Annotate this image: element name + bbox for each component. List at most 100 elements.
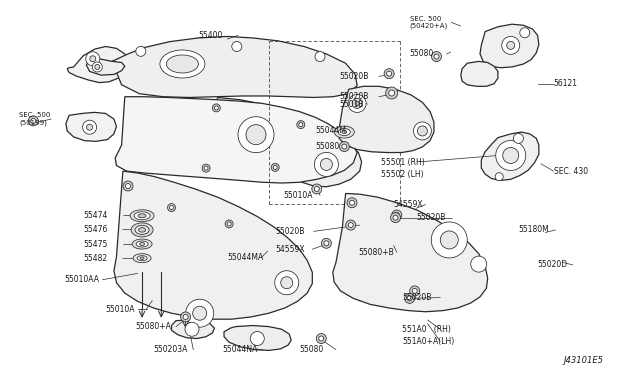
Circle shape [412,288,417,294]
Text: 55010A: 55010A [284,191,313,200]
Ellipse shape [140,257,144,259]
Text: 55080+A: 55080+A [136,322,172,331]
Ellipse shape [339,129,350,135]
Text: 55020B: 55020B [416,213,445,222]
Circle shape [321,158,332,170]
Circle shape [86,52,100,66]
Text: J43101E5: J43101E5 [563,356,604,365]
Circle shape [212,104,220,112]
Polygon shape [114,171,312,319]
Circle shape [125,183,131,189]
Text: 55080: 55080 [316,142,340,151]
Text: 55010A: 55010A [106,305,135,314]
Ellipse shape [131,223,153,237]
Circle shape [520,28,530,38]
Circle shape [417,126,428,136]
Circle shape [225,220,233,228]
Circle shape [186,299,214,327]
Circle shape [281,277,292,289]
Circle shape [393,215,398,220]
Circle shape [246,125,266,145]
Circle shape [123,181,133,191]
Polygon shape [480,24,539,68]
Polygon shape [115,97,357,183]
Circle shape [202,164,210,172]
Circle shape [431,222,467,258]
Circle shape [440,231,458,249]
Ellipse shape [134,212,150,220]
Circle shape [339,142,349,151]
Circle shape [410,286,420,296]
Polygon shape [333,193,488,312]
Circle shape [232,42,242,51]
Text: 55475: 55475 [83,240,108,248]
Circle shape [503,147,519,164]
Text: 55010AA: 55010AA [64,275,99,284]
Circle shape [299,123,303,126]
Text: 55400: 55400 [198,31,223,40]
Circle shape [513,134,524,143]
Circle shape [312,184,322,194]
Circle shape [349,200,355,205]
Circle shape [321,238,332,248]
Polygon shape [339,86,434,153]
Text: 55020B: 55020B [275,227,305,236]
Circle shape [180,312,191,322]
Circle shape [314,153,339,176]
Circle shape [83,120,97,134]
Polygon shape [481,132,539,180]
Circle shape [170,206,173,209]
Circle shape [86,124,93,130]
Text: 55476: 55476 [83,225,108,234]
Circle shape [496,141,525,170]
Ellipse shape [130,210,154,222]
Circle shape [92,62,102,72]
Polygon shape [172,320,214,339]
Circle shape [136,46,146,56]
Ellipse shape [132,239,152,249]
Circle shape [352,99,362,108]
Text: 55020B: 55020B [339,92,369,101]
Ellipse shape [133,254,151,263]
Circle shape [95,64,100,70]
Circle shape [495,173,503,181]
Text: 55080: 55080 [300,345,324,354]
Text: 551A0   (RH): 551A0 (RH) [402,325,451,334]
Circle shape [434,54,439,59]
Ellipse shape [160,50,205,78]
Circle shape [90,56,96,62]
Circle shape [185,322,199,336]
Ellipse shape [140,243,145,246]
Circle shape [183,314,188,320]
Ellipse shape [136,241,148,247]
Circle shape [388,90,395,96]
Circle shape [394,212,399,218]
Circle shape [390,213,401,222]
Text: 55044M: 55044M [316,126,346,135]
Circle shape [314,186,319,192]
Circle shape [346,220,356,230]
Circle shape [28,116,38,126]
Text: 551A0+A(LH): 551A0+A(LH) [402,337,454,346]
Text: 55501 (RH): 55501 (RH) [381,158,424,167]
Circle shape [204,166,208,170]
Text: 55080+B: 55080+B [358,248,394,257]
Circle shape [324,241,329,246]
Polygon shape [67,46,128,83]
Circle shape [214,106,218,110]
Text: 55044NA: 55044NA [223,345,258,354]
Circle shape [315,52,325,61]
Text: 56121: 56121 [554,79,578,88]
Circle shape [297,121,305,129]
Circle shape [273,166,277,169]
Circle shape [502,36,520,54]
Circle shape [342,144,347,149]
Polygon shape [291,141,362,187]
Circle shape [193,306,207,320]
Circle shape [431,52,442,61]
Text: 55482: 55482 [83,254,108,263]
Circle shape [384,69,394,78]
Text: 55044MA: 55044MA [227,253,264,262]
Ellipse shape [342,131,347,134]
Text: 55020B: 55020B [402,293,431,302]
